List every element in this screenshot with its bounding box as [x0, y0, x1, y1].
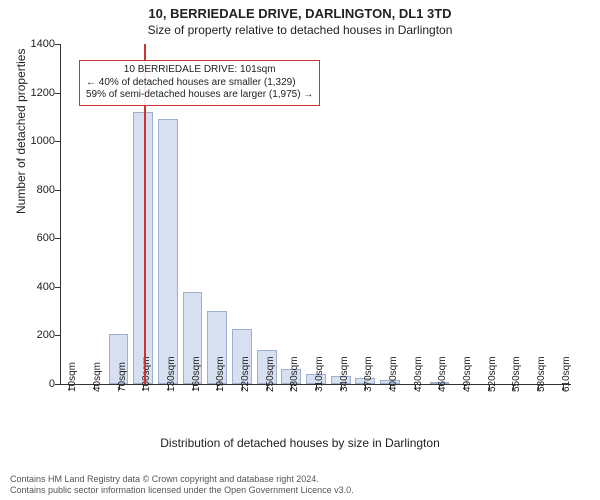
footer: Contains HM Land Registry data © Crown c…	[10, 474, 590, 497]
annotation-line: 59% of semi-detached houses are larger (…	[86, 89, 313, 102]
chart-container: 10, BERRIEDALE DRIVE, DARLINGTON, DL1 3T…	[0, 0, 600, 500]
x-tick-label: 10sqm	[67, 362, 78, 392]
x-tick-label: 400sqm	[388, 356, 399, 392]
y-tick-label: 600	[37, 232, 61, 244]
x-tick-label: 310sqm	[314, 356, 325, 392]
y-tick-label: 1000	[31, 135, 61, 147]
x-tick-label: 220sqm	[240, 356, 251, 392]
x-tick-label: 250sqm	[265, 356, 276, 392]
chart-title: 10, BERRIEDALE DRIVE, DARLINGTON, DL1 3T…	[0, 0, 600, 21]
x-tick-label: 580sqm	[536, 356, 547, 392]
x-tick-label: 460sqm	[437, 356, 448, 392]
y-tick-label: 800	[37, 184, 61, 196]
x-tick-label: 490sqm	[462, 356, 473, 392]
bar	[158, 119, 178, 384]
x-tick-label: 610sqm	[561, 356, 572, 392]
chart-subtitle: Size of property relative to detached ho…	[0, 21, 600, 37]
y-tick-label: 1400	[31, 38, 61, 50]
x-tick-label: 520sqm	[487, 356, 498, 392]
x-tick-label: 280sqm	[289, 356, 300, 392]
x-tick-label: 100sqm	[141, 356, 152, 392]
x-tick-label: 340sqm	[339, 356, 350, 392]
plot-area: 020040060080010001200140010sqm40sqm70sqm…	[60, 44, 571, 385]
x-tick-label: 70sqm	[117, 362, 128, 392]
x-tick-label: 550sqm	[511, 356, 522, 392]
x-axis-label: Distribution of detached houses by size …	[0, 436, 600, 450]
y-tick-label: 200	[37, 329, 61, 341]
x-tick-label: 40sqm	[92, 362, 103, 392]
annotation-line: ← 40% of detached houses are smaller (1,…	[86, 77, 313, 90]
x-tick-label: 370sqm	[363, 356, 374, 392]
x-tick-label: 130sqm	[166, 356, 177, 392]
annotation-line: 10 BERRIEDALE DRIVE: 101sqm	[86, 64, 313, 77]
footer-line-2: Contains public sector information licen…	[10, 485, 590, 496]
x-tick-label: 190sqm	[215, 356, 226, 392]
annotation-box: 10 BERRIEDALE DRIVE: 101sqm← 40% of deta…	[79, 60, 320, 106]
footer-line-1: Contains HM Land Registry data © Crown c…	[10, 474, 590, 485]
y-tick-label: 0	[49, 378, 61, 390]
x-tick-label: 430sqm	[413, 356, 424, 392]
y-axis-label: Number of detached properties	[14, 49, 28, 214]
y-tick-label: 400	[37, 281, 61, 293]
y-tick-label: 1200	[31, 87, 61, 99]
x-tick-label: 160sqm	[191, 356, 202, 392]
